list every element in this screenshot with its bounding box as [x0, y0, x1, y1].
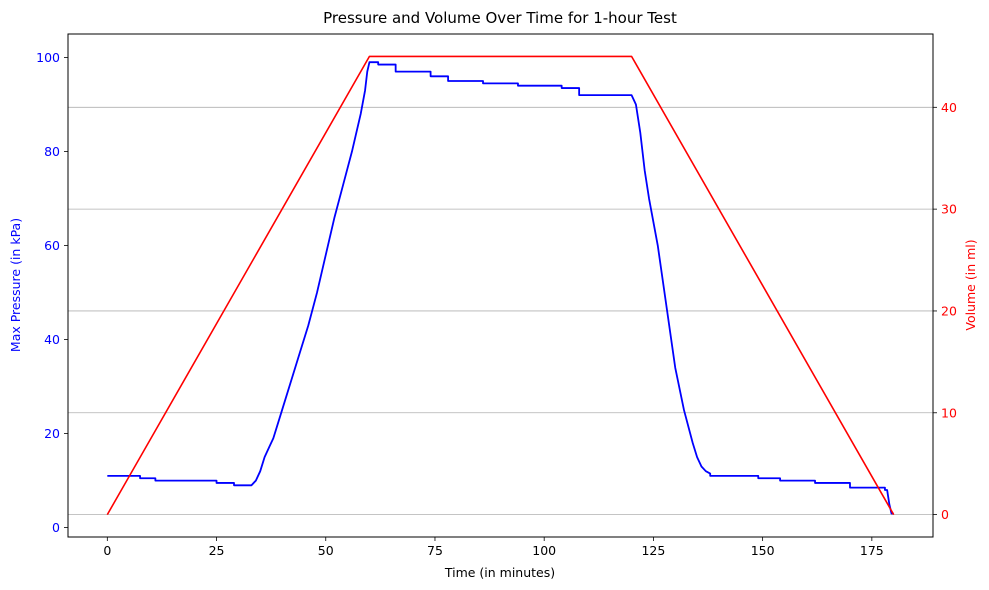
- volume-series-line: [106, 55, 895, 515]
- y-left-tick-label-2: 40: [44, 332, 60, 347]
- x-tick-label-4: 100: [532, 543, 556, 558]
- y-left-tick-label-1: 20: [44, 426, 60, 441]
- plot-frame: [67, 33, 934, 538]
- y-left-tick-label-5: 100: [36, 50, 60, 65]
- x-tick-label-2: 50: [318, 543, 334, 558]
- series-layer: [106, 55, 895, 515]
- y-right-tick-label-0: 0: [941, 507, 949, 522]
- y-left-tick-label-0: 0: [52, 520, 60, 535]
- y-axis-right-label: Volume (in ml): [963, 239, 978, 330]
- y-axis-right: 0 10 20 30 40: [933, 100, 957, 522]
- x-tick-label-0: 0: [103, 543, 111, 558]
- y-axis-left-label: Max Pressure (in kPa): [8, 218, 23, 352]
- y-right-tick-label-2: 20: [941, 303, 957, 318]
- x-tick-label-3: 75: [427, 543, 443, 558]
- y-left-tick-label-3: 60: [44, 238, 60, 253]
- chart-title: Pressure and Volume Over Time for 1-hour…: [323, 9, 677, 27]
- grid-lines: [68, 106, 933, 515]
- x-axis-label: Time (in minutes): [444, 565, 555, 580]
- y-right-tick-label-1: 10: [941, 405, 957, 420]
- x-tick-label-5: 125: [641, 543, 665, 558]
- y-left-tick-label-4: 80: [44, 144, 60, 159]
- y-axis-left: 0 20 40 60 80 100: [36, 50, 68, 535]
- pressure-series-line: [107, 61, 894, 515]
- x-tick-label-6: 150: [751, 543, 775, 558]
- x-axis: 0 25 50 75 100 125 150 175: [103, 537, 884, 558]
- y-right-tick-label-4: 40: [941, 100, 957, 115]
- x-tick-label-1: 25: [209, 543, 225, 558]
- x-tick-label-7: 175: [860, 543, 884, 558]
- y-right-tick-label-3: 30: [941, 202, 957, 217]
